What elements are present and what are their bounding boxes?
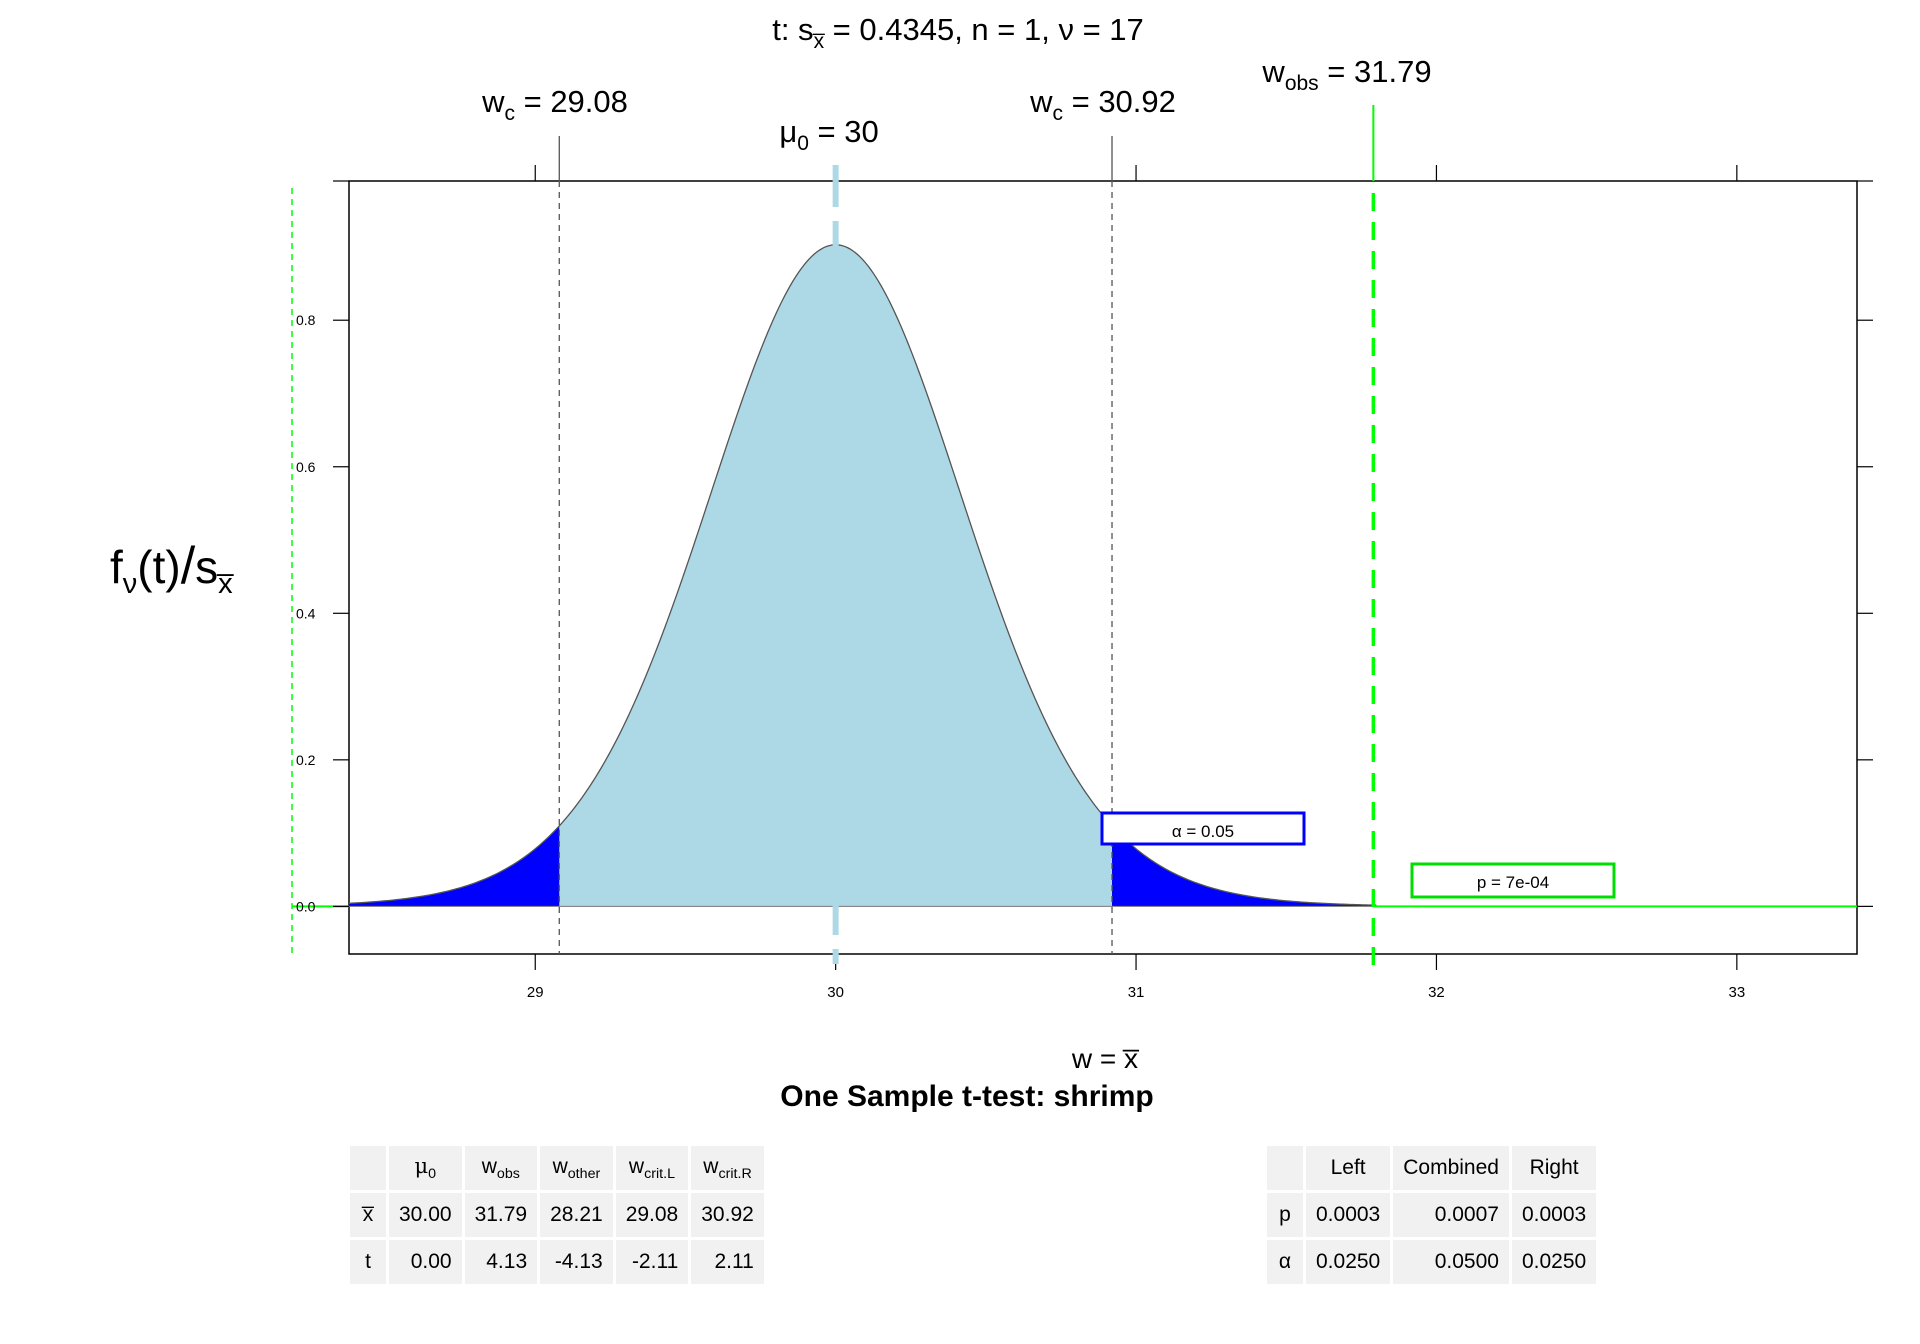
mu0-label: μ0 = 30 xyxy=(779,114,878,155)
table-row: t 0.00 4.13 -4.13 -2.11 2.11 xyxy=(350,1240,764,1284)
plot-frame xyxy=(348,180,1858,955)
column-header: Right xyxy=(1511,1146,1597,1190)
column-header: wcrit.R xyxy=(691,1146,764,1190)
row-label: x̅ xyxy=(350,1193,386,1237)
w-obs-label: wobs = 31.79 xyxy=(1261,54,1431,95)
y-tick-label: 0.6 xyxy=(296,459,316,475)
t-distribution-chart: t: sx̅ = 0.4345, n = 1, ν = 17 wc = 29.0… xyxy=(110,12,1873,1113)
x-axis-label: w = x̅ xyxy=(1071,1043,1140,1074)
x-tick-label: 30 xyxy=(827,984,844,1001)
statistics-table: μ0 wobs wother wcrit.L wcrit.R x̅ 30.00 … xyxy=(347,1143,767,1287)
table-cell: -4.13 xyxy=(540,1240,613,1284)
chart-title: t: sx̅ = 0.4345, n = 1, ν = 17 xyxy=(772,12,1144,53)
x-axis: 29 30 31 32 33 xyxy=(527,165,1745,1001)
curve-layer xyxy=(292,244,1857,908)
table-cell: 31.79 xyxy=(464,1193,538,1237)
column-header: Combined xyxy=(1393,1146,1509,1190)
table-row: α 0.0250 0.0500 0.0250 xyxy=(1267,1240,1597,1284)
table-cell: 0.00 xyxy=(389,1240,462,1284)
w-crit-right-label: wc = 30.92 xyxy=(1029,84,1176,125)
table-cell: 30.00 xyxy=(389,1193,462,1237)
y-tick-label: 0.8 xyxy=(296,312,316,328)
x-tick-label: 32 xyxy=(1428,984,1445,1001)
table-cell: 0.0003 xyxy=(1306,1193,1391,1237)
column-header: wother xyxy=(540,1146,613,1190)
table-cell: 0.0250 xyxy=(1511,1240,1597,1284)
x-tick-label: 33 xyxy=(1728,984,1745,1001)
y-axis-label: fν(t)/sx̅ xyxy=(110,537,234,600)
w-crit-left-label: wc = 29.08 xyxy=(481,84,628,125)
table-row: x̅ 30.00 31.79 28.21 29.08 30.92 xyxy=(350,1193,764,1237)
svg-text:α = 0.05: α = 0.05 xyxy=(1172,822,1234,841)
statistics-table-header: μ0 wobs wother wcrit.L wcrit.R xyxy=(350,1146,764,1190)
reference-lines xyxy=(558,105,1376,968)
left-rejection-region xyxy=(349,825,560,907)
table-cell: 0.0007 xyxy=(1393,1193,1509,1237)
table-corner-cell xyxy=(1267,1146,1303,1190)
p-value-annotation: p = 7e-04 xyxy=(1410,862,1616,899)
density-curve xyxy=(348,244,1377,906)
column-header: Left xyxy=(1306,1146,1391,1190)
table-cell: 28.21 xyxy=(540,1193,613,1237)
alpha-annotation: α = 0.05 xyxy=(1100,811,1306,846)
table-cell: 29.08 xyxy=(615,1193,689,1237)
column-header: wobs xyxy=(464,1146,538,1190)
table-cell: 0.0500 xyxy=(1393,1240,1509,1284)
y-tick-label: 0.2 xyxy=(296,752,316,768)
y-tick-label: 0.4 xyxy=(296,605,316,621)
table-cell: 0.0003 xyxy=(1511,1193,1597,1237)
table-corner-cell xyxy=(350,1146,386,1190)
x-tick-label: 31 xyxy=(1128,984,1145,1001)
table-cell: 0.0250 xyxy=(1306,1240,1391,1284)
table-row: p 0.0003 0.0007 0.0003 xyxy=(1267,1193,1597,1237)
table-cell: 30.92 xyxy=(691,1193,764,1237)
chart-subtitle: One Sample t-test: shrimp xyxy=(780,1080,1153,1113)
y-tick-label: 0.0 xyxy=(296,898,316,914)
row-label: t xyxy=(350,1240,386,1284)
y-axis: 0.0 0.2 0.4 0.6 0.8 xyxy=(296,180,1873,914)
table-cell: -2.11 xyxy=(615,1240,689,1284)
probability-table-header: Left Combined Right xyxy=(1267,1146,1597,1190)
table-cell: 2.11 xyxy=(691,1240,764,1284)
probability-table: Left Combined Right p 0.0003 0.0007 0.00… xyxy=(1264,1143,1599,1287)
column-header: wcrit.L xyxy=(615,1146,689,1190)
x-tick-label: 29 xyxy=(527,984,544,1001)
column-header: μ0 xyxy=(389,1146,462,1190)
row-label: α xyxy=(1267,1240,1303,1284)
right-rejection-region xyxy=(1112,825,1377,907)
svg-text:p = 7e-04: p = 7e-04 xyxy=(1477,873,1549,892)
table-cell: 4.13 xyxy=(464,1240,538,1284)
row-label: p xyxy=(1267,1193,1303,1237)
